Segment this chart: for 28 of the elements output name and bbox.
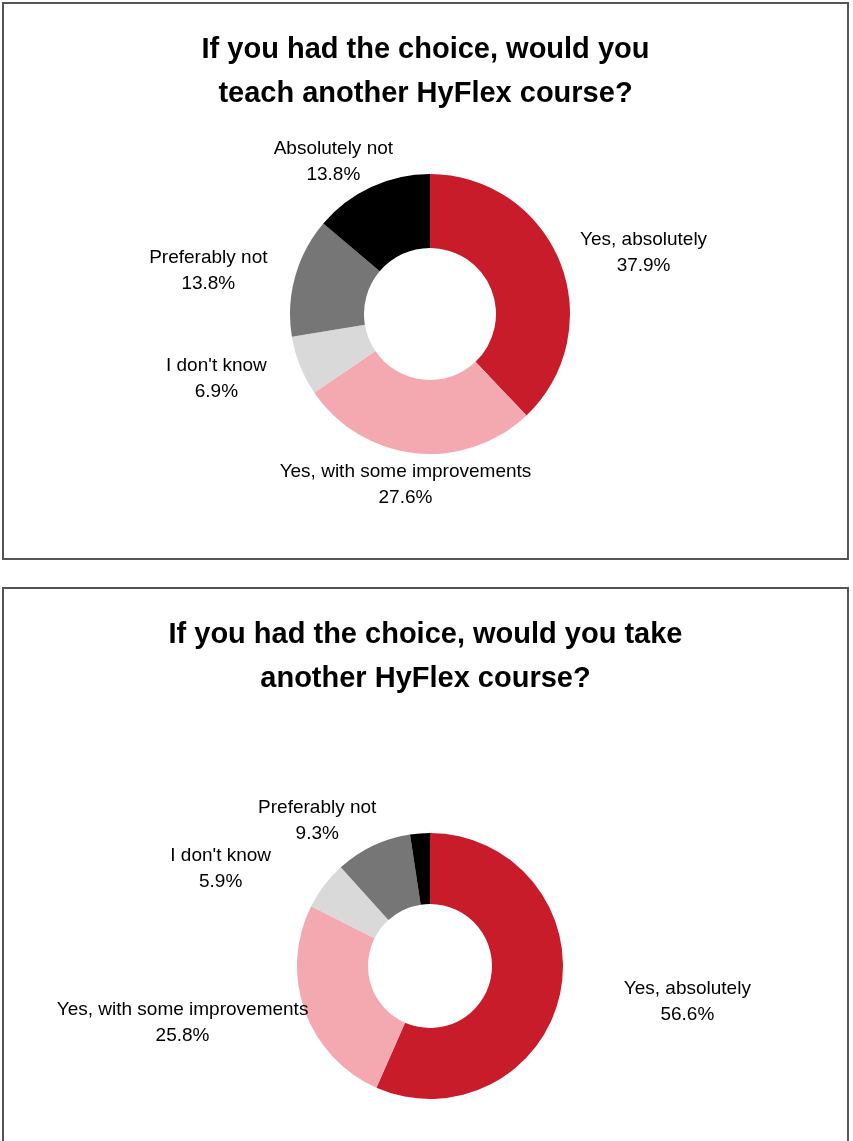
data-label: 37.9% bbox=[616, 253, 671, 275]
slice-label: Absolutely not bbox=[273, 136, 394, 158]
data-label: 13.8% bbox=[306, 162, 361, 184]
data-label: 13.8% bbox=[181, 271, 236, 293]
slice-label: Yes, with some improvements bbox=[279, 459, 532, 481]
slice-label: Preferably not bbox=[149, 245, 269, 267]
donut-slice bbox=[430, 174, 570, 416]
data-label: 56.6% bbox=[660, 1002, 715, 1024]
data-label: 27.6% bbox=[378, 485, 433, 507]
donut-slice bbox=[290, 223, 380, 337]
donut-slice bbox=[314, 351, 527, 454]
slice-label: Yes, with some improvements bbox=[56, 997, 309, 1019]
data-label: 9.3% bbox=[295, 821, 340, 843]
donut-slice bbox=[410, 833, 430, 905]
data-label: 6.9% bbox=[194, 379, 239, 401]
donut-slice bbox=[291, 324, 376, 393]
data-label: 25.8% bbox=[155, 1023, 210, 1045]
slice-label: I don't know bbox=[166, 353, 268, 375]
donut-slice bbox=[311, 867, 389, 939]
donut-slice bbox=[340, 834, 421, 921]
slice-label: I don't know bbox=[170, 843, 272, 865]
slice-label: Yes, absolutely bbox=[580, 227, 708, 249]
slice-label: Yes, absolutely bbox=[623, 976, 752, 998]
slice-label: Preferably not bbox=[258, 795, 378, 817]
chart-title: If you had the choice, would you take another HyFlex course? bbox=[167, 616, 684, 695]
chart-title: If you had the choice, would you teach another HyFlex course? bbox=[200, 31, 651, 110]
data-label: 5.9% bbox=[199, 869, 243, 891]
donut-slice bbox=[376, 833, 563, 1099]
